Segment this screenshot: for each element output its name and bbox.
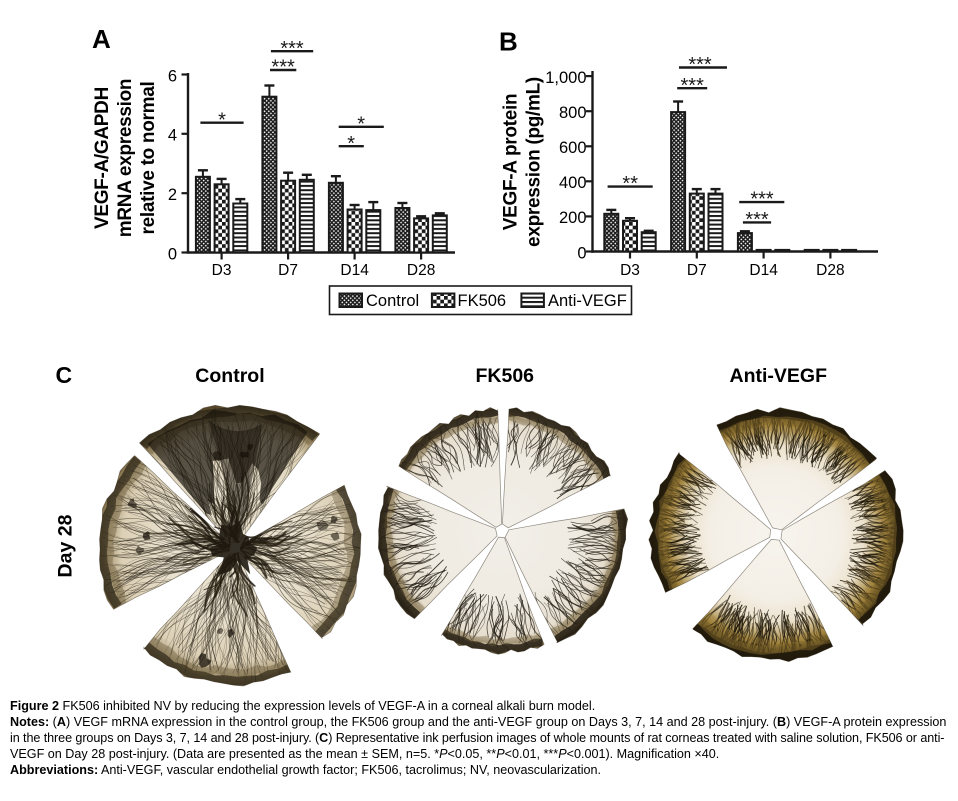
svg-text:600: 600 xyxy=(559,139,587,157)
svg-text:D28: D28 xyxy=(816,262,844,279)
svg-text:D3: D3 xyxy=(620,262,640,279)
svg-text:VEGF-A/GAPDH: VEGF-A/GAPDH xyxy=(92,87,113,229)
svg-text:2: 2 xyxy=(168,186,177,204)
svg-text:***: *** xyxy=(688,54,712,76)
svg-text:A: A xyxy=(92,24,111,54)
svg-text:mRNA expression: mRNA expression xyxy=(115,79,136,237)
svg-text:**: ** xyxy=(622,173,638,195)
svg-text:*: * xyxy=(218,109,226,131)
svg-text:***: *** xyxy=(280,38,304,60)
svg-text:0: 0 xyxy=(577,244,586,262)
svg-text:FK506: FK506 xyxy=(458,292,507,310)
svg-text:200: 200 xyxy=(559,209,587,227)
svg-text:6: 6 xyxy=(168,67,177,85)
svg-text:***: *** xyxy=(681,75,705,97)
svg-text:***: *** xyxy=(750,189,774,211)
svg-text:*: * xyxy=(347,133,355,155)
svg-text:B: B xyxy=(499,26,518,56)
svg-text:***: *** xyxy=(271,57,295,79)
svg-text:*: * xyxy=(357,113,365,135)
svg-text:D7: D7 xyxy=(278,262,298,279)
svg-text:800: 800 xyxy=(559,104,587,122)
svg-text:relative to normal: relative to normal xyxy=(138,82,159,235)
svg-text:D14: D14 xyxy=(340,262,369,279)
svg-text:D14: D14 xyxy=(749,262,778,279)
svg-text:expression (pg/mL): expression (pg/mL) xyxy=(524,77,545,247)
svg-text:400: 400 xyxy=(559,174,587,192)
svg-text:4: 4 xyxy=(168,127,177,145)
svg-text:D28: D28 xyxy=(407,262,435,279)
svg-text:1,000: 1,000 xyxy=(545,69,586,87)
svg-text:D3: D3 xyxy=(212,262,232,279)
svg-text:VEGF-A protein: VEGF-A protein xyxy=(501,94,522,231)
svg-text:0: 0 xyxy=(168,245,177,263)
svg-text:Control: Control xyxy=(366,292,419,310)
svg-text:Anti-VEGF: Anti-VEGF xyxy=(548,292,627,310)
svg-text:***: *** xyxy=(745,209,769,231)
svg-text:D7: D7 xyxy=(687,262,707,279)
